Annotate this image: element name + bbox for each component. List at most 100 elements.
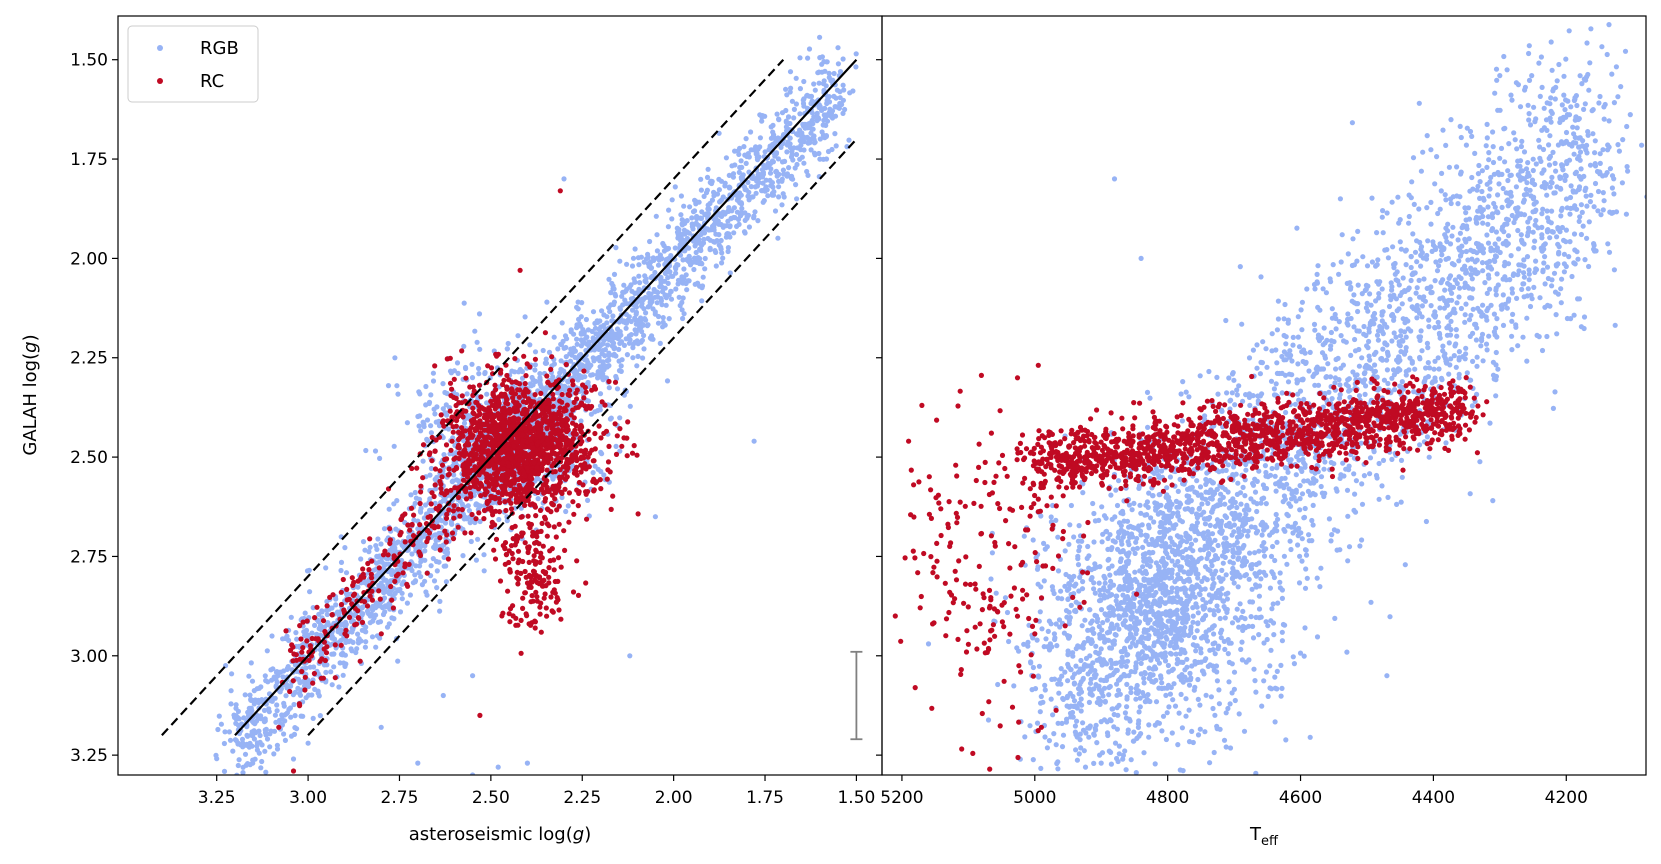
rgb-point [808,130,814,136]
rgb-point [649,299,655,305]
rgb-point [469,361,475,367]
rgb-point [609,280,615,287]
rgb-point [701,236,707,242]
rc-point [528,584,534,591]
rc-point [509,550,515,557]
rgb-point [732,148,738,154]
rgb-point [808,100,814,107]
rgb-point [555,346,561,352]
rgb-point [757,112,763,118]
rgb-point [432,411,438,417]
rc-point [558,443,564,449]
rc-point [364,603,371,609]
rc-point [583,491,589,497]
rgb-point [254,743,260,749]
rc-point [449,386,455,392]
rc-point [499,392,506,398]
rgb-point [230,748,236,754]
rc-point [497,578,504,584]
rgb-point [578,343,585,349]
rgb-point [293,630,299,636]
rc-point [544,373,550,379]
rc-point [533,559,539,566]
rgb-point [279,716,285,722]
rgb-point [404,420,410,426]
rc-point [426,451,432,458]
rgb-point [444,551,450,557]
rc-point [532,625,538,631]
rgb-point [645,254,651,260]
rgb-point [239,736,246,742]
rc-point [488,365,495,371]
rgb-point [814,110,820,116]
rgb-point [532,367,538,373]
rgb-point [654,248,661,254]
rc-point [612,379,619,385]
rgb-point [455,478,462,484]
rgb-point [616,346,622,352]
rc-point [418,483,424,489]
rc-point [515,622,521,628]
rgb-point [464,391,470,397]
rgb-point [611,340,617,346]
rgb-point [434,404,440,410]
rc-point [570,454,576,461]
rgb-point [248,660,254,666]
rgb-point [756,175,762,181]
rc-point [481,442,487,448]
rgb-point [819,69,825,75]
rgb-point [648,291,654,297]
rc-point [537,507,544,513]
rgb-point [705,206,711,212]
rgb-point [738,158,744,164]
rgb-point [805,55,811,61]
rgb-point [329,635,335,641]
rc-point [538,390,544,396]
rc-point [439,462,446,468]
rc-point [536,581,542,587]
rgb-point [743,160,749,166]
rgb-point [310,605,316,611]
rgb-point [676,294,682,300]
rc-point [531,572,537,578]
rc-point [596,423,602,429]
rgb-point [736,169,742,175]
rc-point [471,447,477,453]
rgb-point [386,506,392,512]
rgb-point [273,669,280,676]
rc-point [608,506,614,512]
rgb-point [805,121,811,127]
rgb-point [395,658,401,664]
rgb-point [399,590,405,596]
rgb-point [719,260,725,266]
rc-point [484,489,490,495]
rgb-point [288,714,294,720]
rgb-point [408,492,414,498]
rc-point [547,548,553,554]
rgb-point [635,341,641,347]
rgb-point [847,90,853,96]
rc-point [500,381,506,388]
rgb-point [461,300,467,306]
rc-point [563,361,569,368]
rgb-point [391,501,397,507]
rgb-point [558,341,564,347]
rc-point [429,434,435,441]
rgb-point [681,203,687,209]
rgb-point [355,631,361,637]
rc-point [512,523,518,529]
rgb-point [264,736,271,742]
rc-point [522,381,528,387]
rc-point [559,474,565,480]
rgb-point [290,692,296,698]
rgb-point [789,152,795,158]
rgb-point [380,611,387,618]
rgb-point [636,286,642,292]
rgb-point [240,770,246,775]
rc-point [499,492,505,498]
rgb-point [369,634,376,640]
rgb-point [363,447,369,454]
rgb-point [363,639,369,645]
rgb-point [274,742,280,748]
rgb-point [800,121,806,127]
